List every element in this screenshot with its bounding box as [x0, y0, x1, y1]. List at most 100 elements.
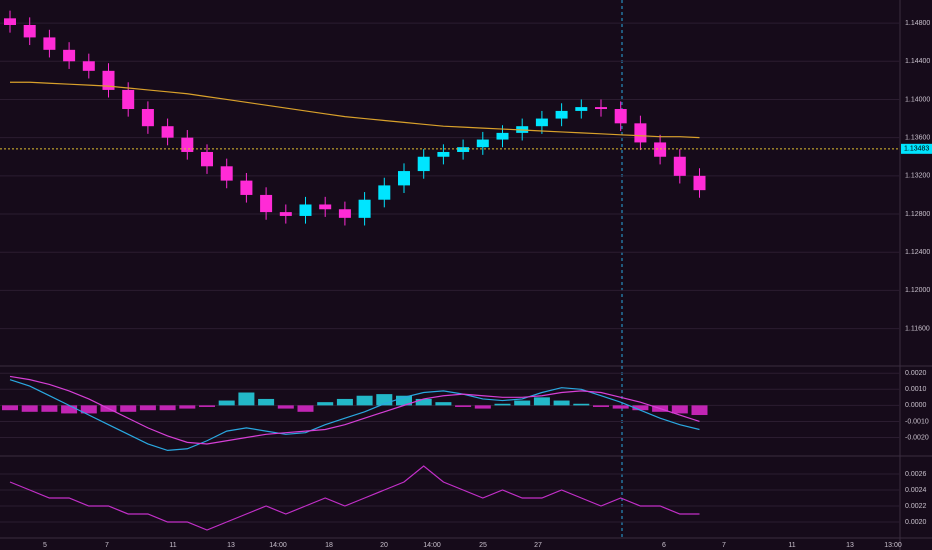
candle-body: [220, 166, 233, 181]
histogram-bar: [612, 405, 629, 409]
y-tick-label: 0.0022: [905, 503, 927, 510]
candle-body: [673, 156, 686, 176]
histogram-bar: [61, 405, 78, 414]
histogram-bar: [632, 405, 649, 411]
candle-body: [181, 137, 194, 152]
candle-body: [23, 25, 36, 38]
histogram-bar: [297, 405, 314, 412]
histogram-bar: [494, 403, 511, 406]
y-tick-label: 1.11600: [905, 325, 930, 332]
current-price-tag: [901, 143, 932, 154]
candle-body: [260, 194, 273, 213]
x-tick-label: 13:00: [884, 542, 902, 549]
candle-body: [141, 109, 154, 127]
histogram-bar: [533, 397, 550, 406]
y-tick-label: 0.0020: [905, 519, 927, 526]
histogram-bar: [41, 405, 58, 412]
candle-body: [634, 123, 647, 143]
candle-body: [654, 142, 667, 157]
candle-body: [82, 61, 95, 71]
candle-body: [201, 151, 213, 167]
candle-body: [457, 147, 470, 152]
candle-body: [417, 156, 430, 172]
y-tick-label: 0.0010: [905, 386, 927, 393]
current-price-label: 1.13483: [904, 146, 929, 153]
histogram-bar: [258, 398, 275, 406]
x-tick-label: 5: [43, 542, 47, 549]
candle-body: [161, 126, 174, 138]
y-tick-label: -0.0010: [905, 418, 929, 425]
x-tick-label: 6: [662, 542, 666, 549]
x-tick-label: 13: [227, 542, 235, 549]
candle-body: [398, 171, 410, 186]
candle-body: [437, 151, 450, 157]
y-tick-label: 0.0024: [905, 487, 927, 494]
x-tick-label: 20: [380, 542, 388, 549]
histogram-bar: [376, 394, 393, 406]
candle-body: [693, 175, 706, 191]
candle-body: [358, 199, 371, 218]
x-tick-label: 18: [325, 542, 333, 549]
y-tick-label: -0.0020: [905, 434, 929, 441]
x-tick-label: 14:00: [269, 542, 287, 549]
moving-average: [10, 81, 700, 139]
histogram-bar: [435, 402, 452, 406]
candle-body: [338, 209, 351, 218]
x-tick-label: 11: [169, 542, 176, 549]
histogram-bar: [120, 405, 137, 412]
y-tick-label: 0.0000: [905, 402, 927, 409]
histogram-bar: [139, 405, 156, 411]
histogram-bar: [474, 405, 491, 409]
x-tick-label: 14:00: [423, 542, 441, 549]
histogram-bar: [159, 405, 176, 411]
y-tick-label: 1.12000: [905, 287, 930, 294]
candle-body: [299, 204, 312, 216]
histogram-bar: [593, 405, 609, 407]
candle-body: [614, 109, 627, 124]
y-tick-label: 1.12400: [905, 249, 930, 256]
candle-body: [240, 180, 253, 195]
histogram-bar: [218, 400, 235, 406]
x-tick-label: 25: [479, 542, 487, 549]
oscillator-line: [9, 465, 700, 531]
histogram-bar: [238, 392, 255, 406]
histogram-bar: [80, 405, 97, 414]
histogram-bar: [179, 405, 196, 409]
histogram-bar: [2, 405, 18, 411]
histogram-bar: [573, 403, 590, 406]
x-tick-label: 27: [534, 542, 542, 549]
histogram-bar: [691, 405, 708, 416]
candle-body: [575, 107, 588, 111]
histogram-bar: [336, 398, 353, 406]
candle-body: [102, 70, 115, 90]
candle-body: [595, 107, 607, 110]
y-tick-label: 1.14800: [905, 20, 930, 27]
histogram-bar: [356, 395, 373, 406]
candle-body: [378, 185, 391, 200]
indicator-line: [9, 375, 700, 445]
y-tick-label: 1.13600: [905, 134, 930, 141]
candle-body: [4, 18, 16, 26]
candle-body: [279, 212, 292, 216]
x-tick-label: 7: [105, 542, 109, 549]
x-tick-label: 13: [846, 542, 854, 549]
y-tick-label: 1.12800: [905, 211, 930, 218]
indicator-line: [9, 379, 700, 451]
x-tick-label: 7: [722, 542, 726, 549]
x-tick-label: 11: [788, 542, 795, 549]
histogram-bar: [199, 405, 215, 407]
candle-body: [43, 37, 56, 50]
y-tick-label: 1.13200: [905, 173, 930, 180]
histogram-bar: [317, 402, 334, 406]
y-tick-label: 1.14400: [905, 58, 930, 65]
histogram-bar: [396, 395, 412, 406]
histogram-bar: [21, 405, 38, 412]
histogram-bar: [671, 405, 688, 414]
candle-body: [496, 132, 509, 140]
candle-body: [476, 139, 489, 148]
candle-body: [319, 204, 332, 210]
histogram-bar: [415, 398, 432, 406]
candle-body: [63, 49, 76, 62]
